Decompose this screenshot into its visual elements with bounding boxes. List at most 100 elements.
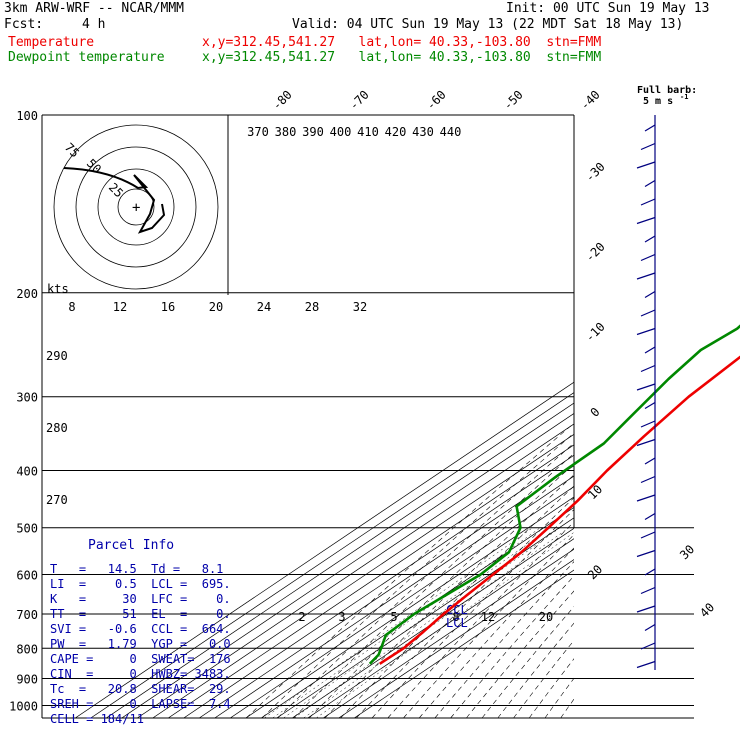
hodograph-speed-label: 28 [305,300,319,314]
isotherm-line [90,392,574,718]
theta-label: 440 [440,125,462,139]
pressure-label: 300 [16,391,38,405]
isotherm-label: -20 [583,240,608,265]
isotherm-line [307,538,574,718]
wind-barb [644,623,656,632]
parcel-row: Tc = 20.8 SHEAR= 29. [50,682,231,696]
pressure-label: 600 [16,568,38,582]
isotherm-label: -80 [270,88,295,113]
mixing-ratio-label: 3 [338,610,345,624]
hodograph-speed-label: 20 [209,300,223,314]
isotherm-line [230,486,574,718]
barb-legend-title: Full barb: [637,85,697,96]
theta-label: 280 [46,421,68,435]
hodograph-speed-label: 32 [353,300,367,314]
dry-adiabat-line [434,561,574,718]
mixing-ratio-line [316,531,574,718]
isotherm-line [245,496,574,718]
wind-barb [640,364,656,373]
wind-barb [640,420,656,428]
barb-legend-unit: 5 m s [643,96,673,107]
mixing-ratio-line [294,527,561,718]
wind-barb [644,568,656,576]
parcel-row: CELL = 184/11 [50,712,144,726]
dry-adiabat-line [340,485,574,718]
wind-barb [644,179,656,188]
isotherm-line [354,569,574,718]
theta-label: 400 [330,125,352,139]
wind-barb [640,531,656,539]
theta-label: 290 [46,349,68,363]
isotherm-line [183,454,574,718]
parcel-row: CAPE = 0 SWEAT= 176 [50,652,231,666]
model-title: 3km ARW-WRF -- NCAR/MMM [4,1,185,16]
pressure-label: 700 [16,608,38,622]
parcel-row: LI = 0.5 LCL = 695. [50,577,231,591]
forecast-label: Fcst: [4,17,44,32]
init-time: Init: 00 UTC Sun 19 May 13 [506,1,710,16]
temperature-legend-label: Temperature [8,35,95,50]
forecast-hours: 4 h [82,17,106,32]
isotherm-line [137,423,574,718]
parcel-row: SVI = -0.6 CCL = 664. [50,622,231,636]
hodograph-ring-label: 75 [62,140,82,160]
parcel-row: K = 30 LFC = 0. [50,592,231,606]
wind-barb [640,642,656,650]
dry-adiabat-line [387,521,574,718]
wind-barb [644,235,656,243]
pressure-label: 800 [16,642,38,656]
isotherm-line [276,517,574,718]
mixing-ratio-line [272,527,541,718]
wind-barb [640,198,656,206]
isotherm-label: 20 [585,562,605,582]
wind-barb [636,327,656,336]
hodograph-center-mark: + [132,200,140,216]
wind-barb [644,290,656,299]
dry-adiabat-line [466,590,574,718]
wind-barb [640,475,656,484]
pressure-label: 500 [16,522,38,536]
wind-barb [644,401,656,410]
pressure-label: 400 [16,465,38,479]
wind-barb [644,346,656,354]
isotherm-label: 0 [588,405,603,420]
parcel-info-title: Parcel Info [88,538,175,553]
isotherm-label: 30 [677,542,697,562]
theta-label: 370 [247,125,269,139]
hodograph-speed-label: 24 [257,300,271,314]
hodograph-trace [63,167,166,234]
isotherm-label: -70 [347,88,372,113]
hodograph-speed-label: 16 [161,300,175,314]
isotherm-line [323,548,574,718]
wind-barb [636,494,656,502]
pressure-label: 900 [16,672,38,686]
dry-adiabat-line [497,622,574,718]
isotherm-label: 40 [697,600,717,620]
isotherm-label: -50 [501,88,526,113]
isotherm-line [338,559,574,718]
isotherm-line [168,444,574,718]
parcel-row: SREH = 0 LAPSE= 7.4 [50,697,231,711]
dry-adiabat-line [356,497,574,718]
dewpoint-legend-label: Dewpoint temperature [8,50,165,65]
dry-adiabat-line [277,442,574,718]
wind-barb [636,216,656,225]
wind-barb [640,309,656,317]
isotherm-label: -30 [583,160,608,185]
mixing-ratio-label: 12 [481,610,495,624]
valid-time: Valid: 04 UTC Sun 19 May 13 (22 MDT Sat … [292,17,684,32]
dry-adiabat-line [308,463,574,718]
dewpoint-location: x,y=312.45,541.27 lat,lon= 40.33,-103.80… [202,50,602,65]
dry-adiabat-line [418,547,574,718]
hodograph-speed-label: 8 [68,300,75,314]
dry-adiabat-line [576,115,740,718]
mixing-ratio-label: 20 [539,610,553,624]
mixing-ratio-line [264,527,533,718]
hodograph-ring-label: 25 [106,180,126,200]
isotherm-line [214,475,574,718]
wind-barb [644,124,656,132]
mixing-ratio-label: 8 [452,610,459,624]
dewpoint-profile [368,324,740,665]
lcl-marker-label: LCL [446,616,468,630]
wind-barb [640,253,656,262]
